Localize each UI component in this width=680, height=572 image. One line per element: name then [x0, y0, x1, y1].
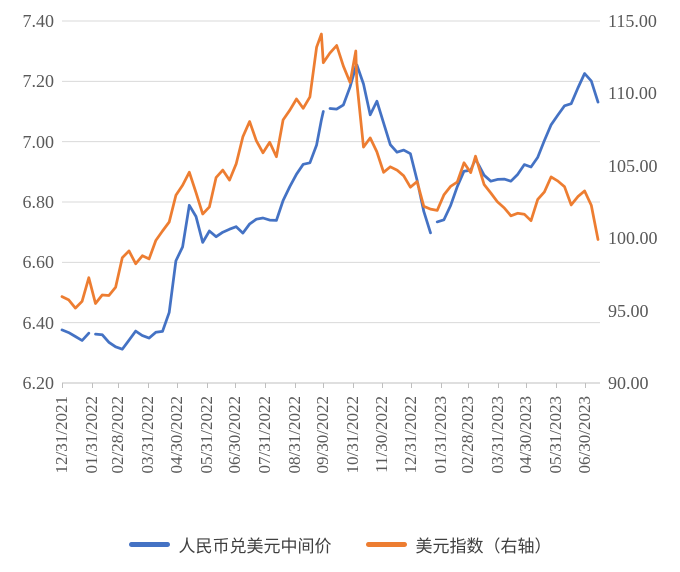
x-axis-tick-label: 10/31/2022 — [342, 396, 362, 474]
y-axis-left-tick-label: 7.20 — [22, 71, 55, 92]
y-axis-left-tick-label: 7.40 — [22, 11, 55, 31]
legend-item-dollar-index: 美元指数（右轴） — [365, 532, 552, 557]
cny-parity-line — [60, 328, 91, 342]
dollar-index-legend-label: 美元指数（右轴） — [415, 536, 552, 556]
y-axis-right-tick-label: 95.00 — [608, 300, 649, 321]
y-axis-right-tick-label: 105.00 — [608, 155, 658, 176]
x-axis-tick-label: 12/31/2022 — [401, 396, 421, 474]
x-axis-tick-label: 01/31/2023 — [431, 396, 451, 474]
y-axis-right-tick-label: 100.00 — [608, 228, 658, 249]
chart-legend: 人民币兑美元中间价 美元指数（右轴） — [0, 531, 680, 557]
x-axis-tick-label: 08/31/2022 — [284, 396, 304, 474]
y-axis-right-tick-label: 90.00 — [608, 373, 649, 393]
cny-parity-line — [435, 72, 600, 224]
y-axis-right-tick-label: 110.00 — [608, 83, 657, 104]
cny-parity-line-swatch — [128, 541, 170, 547]
x-axis-tick-label: 04/30/2023 — [516, 396, 536, 474]
y-axis-left-tick-label: 6.40 — [22, 312, 55, 333]
x-axis-tick-label: 04/30/2022 — [166, 396, 186, 474]
y-axis-left-tick-label: 6.20 — [22, 373, 55, 393]
x-axis-tick-label: 07/31/2022 — [254, 396, 274, 474]
cny-parity-line — [94, 110, 325, 351]
cny-parity-line — [328, 63, 432, 235]
y-axis-left-tick-label: 7.00 — [22, 131, 55, 152]
x-axis-tick-label: 03/31/2022 — [138, 396, 158, 474]
cny-parity-legend-label: 人民币兑美元中间价 — [178, 536, 332, 556]
dollar-index-line — [60, 32, 600, 310]
y-axis-left-tick-label: 6.60 — [22, 252, 55, 273]
x-axis-tick-label: 12/31/2021 — [52, 396, 71, 474]
x-axis-tick-label: 05/31/2022 — [196, 396, 216, 474]
x-axis-tick-label: 03/31/2023 — [487, 396, 507, 474]
x-axis-tick-label: 01/31/2022 — [81, 396, 101, 474]
x-axis-tick-label: 06/30/2023 — [574, 396, 594, 474]
x-axis-tick-label: 05/31/2023 — [545, 396, 565, 474]
y-axis-left-tick-label: 6.80 — [22, 192, 55, 212]
y-axis-right-tick-label: 115.00 — [608, 11, 657, 31]
x-axis-tick-label: 02/28/2022 — [108, 396, 128, 474]
x-axis-tick-label: 09/30/2022 — [313, 396, 333, 474]
dollar-index-line-swatch — [365, 541, 407, 547]
x-axis-tick-label: 11/30/2022 — [371, 396, 391, 473]
x-axis-tick-label: 02/28/2023 — [457, 396, 477, 474]
x-axis-tick-label: 06/30/2022 — [225, 396, 245, 474]
legend-item-cny-parity: 人民币兑美元中间价 — [128, 532, 332, 557]
